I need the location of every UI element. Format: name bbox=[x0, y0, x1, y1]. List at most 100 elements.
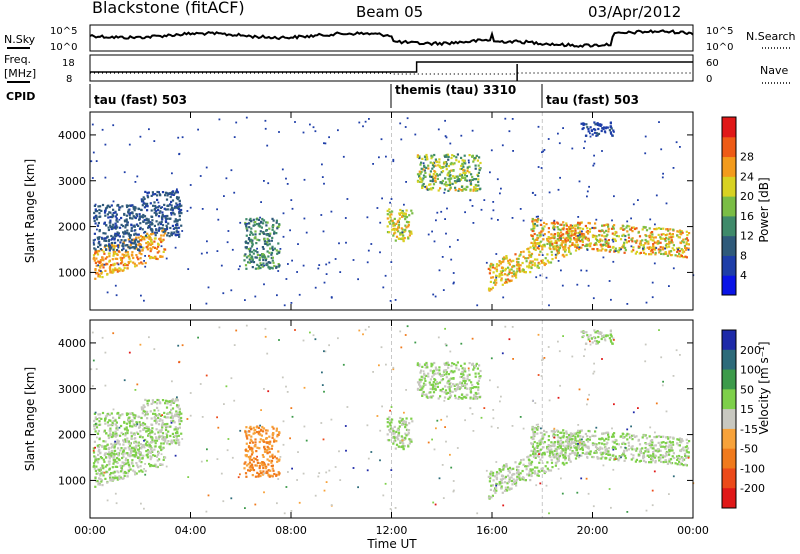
power-cell-8 bbox=[602, 126, 606, 129]
power-cell-7 bbox=[575, 241, 578, 244]
power-cell-1 bbox=[137, 207, 141, 211]
velocity-cell-7 bbox=[542, 429, 546, 432]
power-noise-cell bbox=[382, 286, 385, 289]
velocity-cell-4 bbox=[404, 426, 407, 429]
power-cell-7 bbox=[657, 248, 660, 251]
power-cell-6 bbox=[564, 249, 567, 252]
power-noise-cell bbox=[278, 131, 280, 133]
velocity-cell-7 bbox=[603, 451, 606, 454]
power-cell-0 bbox=[138, 244, 141, 247]
velocity-cell-7 bbox=[617, 443, 620, 446]
power-cell-1 bbox=[132, 207, 135, 210]
velocity-cell-0 bbox=[109, 479, 112, 482]
power-cell-8 bbox=[598, 124, 601, 127]
velocity-cell-2 bbox=[170, 414, 174, 417]
power-cell-6 bbox=[492, 263, 495, 267]
power-noise-cell bbox=[302, 131, 305, 134]
velocity-cell-2 bbox=[154, 414, 158, 417]
power-cell-1 bbox=[97, 221, 100, 225]
power-cell-7 bbox=[671, 247, 674, 250]
velocity-cell-5 bbox=[477, 388, 480, 392]
power-noise-cell bbox=[651, 296, 654, 299]
power-cell-7 bbox=[584, 224, 587, 228]
power-cell-2 bbox=[145, 222, 148, 225]
power-cell-6 bbox=[541, 248, 544, 251]
power-cell-1 bbox=[108, 249, 111, 252]
power-cell-0 bbox=[131, 251, 134, 254]
velocity-cell-4 bbox=[397, 438, 400, 441]
power-cell-5 bbox=[445, 168, 448, 171]
velocity-cell-7 bbox=[559, 443, 563, 446]
velocity-cell-0 bbox=[164, 456, 167, 459]
power-cell-5 bbox=[425, 153, 428, 157]
velocity-cell-0 bbox=[138, 452, 141, 455]
velocity-cell-2 bbox=[174, 434, 177, 438]
velocity-cell-2 bbox=[178, 418, 181, 421]
power-cell-3 bbox=[257, 267, 260, 270]
power-noise-cell bbox=[254, 295, 257, 298]
power-cell-1 bbox=[130, 229, 133, 232]
power-cell-7 bbox=[608, 245, 612, 248]
velocity-cell-2 bbox=[171, 417, 174, 420]
velocity-cell-3 bbox=[266, 458, 269, 461]
velocity-cell-5 bbox=[433, 361, 436, 365]
power-cell-6 bbox=[531, 260, 534, 263]
velocity-cell-5 bbox=[478, 375, 481, 378]
velocity-cell-4 bbox=[392, 429, 395, 433]
velocity-cell-6 bbox=[552, 454, 555, 457]
power-cell-7 bbox=[671, 241, 674, 244]
power-cell-4 bbox=[400, 211, 403, 214]
velocity-cell-2 bbox=[164, 438, 167, 441]
power-noise-cell bbox=[554, 253, 557, 256]
power-noise-cell bbox=[178, 152, 181, 155]
power-cell-5 bbox=[448, 180, 451, 183]
velocity-cell-3 bbox=[258, 430, 261, 433]
power-cell-3 bbox=[250, 257, 253, 260]
power-cell-4 bbox=[388, 231, 391, 234]
power-cell-3 bbox=[250, 245, 254, 248]
velocity-cell-1 bbox=[138, 421, 141, 424]
power-cell-1 bbox=[103, 239, 106, 242]
power-cell-7 bbox=[568, 225, 571, 229]
power-cell-6 bbox=[569, 244, 572, 247]
power-noise-cell bbox=[267, 182, 270, 185]
power-cell-7 bbox=[597, 249, 600, 252]
velocity-cell-2 bbox=[158, 429, 161, 432]
velocity-cell-1 bbox=[124, 434, 127, 437]
power-cell-1 bbox=[137, 240, 140, 243]
power-cell-0 bbox=[134, 265, 137, 268]
velocity-cell-5 bbox=[462, 369, 465, 372]
velocity-cell-0 bbox=[136, 464, 139, 467]
power-cell-7 bbox=[533, 232, 536, 236]
power-cell-7 bbox=[541, 244, 545, 247]
power-noise-cell bbox=[553, 219, 556, 222]
power-cell-2 bbox=[177, 230, 180, 233]
power-cell-7 bbox=[644, 226, 647, 229]
velocity-cell-3 bbox=[254, 475, 257, 478]
power-cell-5 bbox=[457, 189, 460, 192]
power-cell-5 bbox=[468, 165, 471, 168]
velocity-cell-5 bbox=[450, 377, 453, 380]
power-cell-2 bbox=[176, 233, 180, 236]
velocity-cell-2 bbox=[159, 418, 162, 421]
power-cell-7 bbox=[672, 228, 675, 231]
power-noise-cell bbox=[586, 249, 589, 251]
velocity-cell-2 bbox=[174, 426, 177, 429]
power-cell-3 bbox=[255, 218, 258, 221]
power-cell-1 bbox=[104, 207, 108, 210]
power-cell-1 bbox=[113, 237, 116, 240]
power-noise-cell bbox=[445, 232, 447, 235]
velocity-cell-6 bbox=[577, 434, 580, 437]
velocity-cell-0 bbox=[162, 458, 165, 461]
velocity-cell-5 bbox=[421, 365, 424, 368]
power-cell-0 bbox=[98, 260, 101, 263]
power-cell-5 bbox=[420, 170, 423, 173]
velocity-cell-4 bbox=[391, 418, 394, 421]
velocity-cell-7 bbox=[584, 452, 587, 456]
velocity-cell-1 bbox=[112, 416, 115, 419]
power-noise-cell bbox=[199, 175, 202, 177]
power-cell-7 bbox=[614, 230, 617, 234]
velocity-cell-7 bbox=[639, 448, 642, 451]
power-cell-7 bbox=[607, 244, 610, 247]
power-cell-0 bbox=[121, 269, 124, 272]
